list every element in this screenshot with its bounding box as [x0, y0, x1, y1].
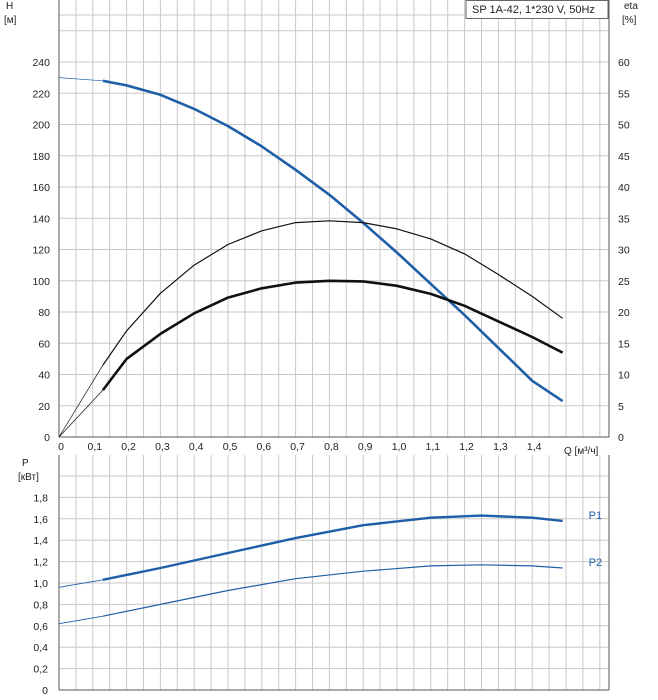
top-grid: 0 0,1 0,2 0,3 0,4 0,5 0,6 0,7 0,8 0,9 1,0 1,1 1,2 1,3… — [32, 0, 630, 453]
axis-labels: H [м] eta [%] Q [м³/ч] P [кВт] — [4, 1, 638, 483]
y-left-tick-label: 160 — [32, 182, 50, 194]
efficiency-curve-total — [102, 220, 563, 366]
y-right-tick-label: 45 — [618, 151, 630, 163]
y-left-tick-label: 180 — [32, 151, 50, 163]
x-tick-label: 1,4 — [527, 441, 542, 453]
power-curve-P1 — [102, 514, 563, 581]
y-right-tick-label: 25 — [618, 276, 630, 288]
head-curve — [102, 79, 564, 403]
y-right-tick-label: 10 — [618, 370, 630, 382]
y-left-tick-label: 220 — [32, 88, 50, 100]
top-series — [58, 77, 564, 438]
power-curve-label: P2 — [589, 557, 602, 569]
power-curve-lead-P1 — [58, 579, 103, 588]
power-curve-P2 — [102, 564, 563, 617]
bottom-grid: 0 0,2 0,4 0,6 0,8 1,0 1,2 1,4 1,6 1,8 — [33, 455, 610, 697]
y-left-tick-label: 140 — [32, 213, 50, 225]
x-tick-label: 0,4 — [189, 441, 204, 453]
legend-text: SP 1A-42, 1*230 V, 50Hz — [472, 4, 595, 16]
x-tick-label: 0,5 — [223, 441, 238, 453]
x-tick-label: 1,3 — [493, 441, 508, 453]
bottom-series: P1 P2 — [58, 510, 602, 625]
x-tick-label: 0,6 — [256, 441, 271, 453]
p-tick-label: 1,6 — [33, 514, 48, 526]
p-tick-label: 0,8 — [33, 599, 48, 611]
y-right-tick-label: 35 — [618, 213, 630, 225]
p-tick-label: 1,0 — [33, 578, 48, 590]
x-tick-label: 0,1 — [87, 441, 102, 453]
y-left-label: H — [6, 1, 13, 12]
y-left-tick-label: 240 — [32, 57, 50, 69]
y-left-unit: [м] — [4, 15, 17, 26]
x-axis-label: Q [м³/ч] — [564, 446, 599, 457]
y-right-tick-label: 60 — [618, 57, 630, 69]
y-right-tick-label: 15 — [618, 338, 630, 350]
p-axis-unit: [кВт] — [18, 472, 39, 483]
x-tick-label: 1,0 — [392, 441, 407, 453]
y-right-tick-label: 40 — [618, 182, 630, 194]
p-tick-label: 1,4 — [33, 535, 48, 547]
x-tick-label: 0,7 — [290, 441, 305, 453]
legend-box — [465, 0, 609, 19]
y-left-tick-label: 0 — [44, 432, 50, 444]
y-right-tick-label: 50 — [618, 120, 630, 132]
power-curve-lead-P2 — [58, 615, 103, 625]
power-curve-label: P1 — [589, 510, 602, 522]
y-left-tick-label: 200 — [32, 120, 50, 132]
x-tick-label: 0,8 — [324, 441, 339, 453]
y-right-tick-label: 5 — [618, 401, 624, 413]
p-tick-label: 0,4 — [33, 642, 48, 654]
p-axis-label: P — [22, 458, 29, 469]
legend: SP 1A-42, 1*230 V, 50Hz — [465, 0, 609, 19]
efficiency-curve-hydraulic — [101, 279, 564, 391]
y-left-tick-label: 100 — [32, 276, 50, 288]
y-right-tick-label: 30 — [618, 245, 630, 257]
x-tick-label: 0 — [58, 441, 64, 453]
efficiency-curve-total-lead — [58, 364, 104, 438]
y-left-tick-label: 20 — [38, 401, 50, 413]
x-tick-label: 0,3 — [155, 441, 170, 453]
y-right-label: eta — [624, 1, 638, 12]
x-tick-label: 1,1 — [425, 441, 440, 453]
p-tick-label: 0,2 — [33, 664, 48, 676]
x-tick-label: 0,2 — [121, 441, 136, 453]
y-right-tick-label: 55 — [618, 88, 630, 100]
y-left-tick-label: 120 — [32, 245, 50, 257]
p-tick-label: 1,8 — [33, 492, 48, 504]
head-curve-lead — [58, 77, 103, 82]
efficiency-curve-hydraulic-lead — [58, 389, 104, 438]
y-left-tick-label: 60 — [38, 338, 50, 350]
y-left-tick-label: 40 — [38, 370, 50, 382]
x-tick-label: 0,9 — [358, 441, 373, 453]
y-right-tick-label: 20 — [618, 307, 630, 319]
y-right-tick-label: 0 — [618, 432, 624, 444]
y-left-tick-label: 80 — [38, 307, 50, 319]
p-tick-label: 0,6 — [33, 621, 48, 633]
p-tick-label: 0 — [42, 685, 48, 697]
x-tick-label: 1,2 — [459, 441, 474, 453]
p-tick-label: 1,2 — [33, 557, 48, 569]
y-right-unit: [%] — [622, 15, 637, 26]
